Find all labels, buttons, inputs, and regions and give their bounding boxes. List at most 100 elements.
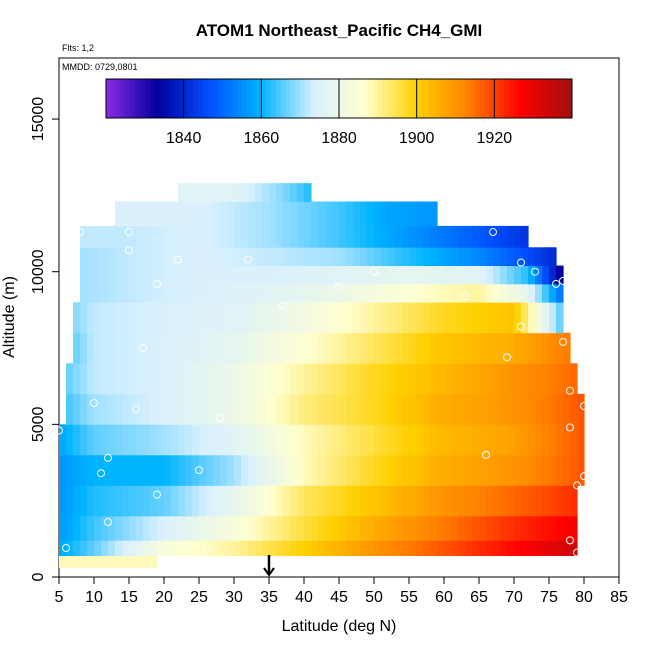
heatmap-cell xyxy=(500,247,508,266)
heatmap-cell xyxy=(444,302,452,334)
heatmap-cell xyxy=(318,393,326,425)
heatmap-cell xyxy=(94,332,102,364)
colorbar-segment xyxy=(217,79,223,118)
heatmap-cell xyxy=(416,424,424,456)
heatmap-cell xyxy=(164,201,172,227)
heatmap-cell xyxy=(122,302,130,334)
heatmap-cell xyxy=(500,424,508,456)
x-tick-label: 35 xyxy=(260,589,278,606)
heatmap-cell xyxy=(416,302,424,334)
colorbar-segment xyxy=(455,79,461,118)
heatmap-cell xyxy=(262,201,270,227)
heatmap-cell xyxy=(269,485,277,517)
heatmap-cell xyxy=(129,283,137,303)
heatmap-cell xyxy=(66,485,74,517)
heatmap-cell xyxy=(150,302,158,334)
heatmap-cell xyxy=(381,247,389,266)
heatmap-cell xyxy=(157,515,165,541)
heatmap-cell xyxy=(507,247,515,266)
heatmap-cell xyxy=(542,332,550,364)
heatmap-cell xyxy=(507,302,515,334)
colorbar-segment xyxy=(125,79,131,118)
colorbar-segment xyxy=(392,79,398,118)
heatmap-cell xyxy=(262,485,270,517)
heatmap-cell xyxy=(227,302,235,334)
sample-point xyxy=(580,472,588,481)
heatmap-cell xyxy=(80,485,88,517)
heatmap-cell xyxy=(353,515,361,541)
x-tick-label: 85 xyxy=(610,589,628,606)
heatmap-cell xyxy=(297,201,305,227)
heatmap-cell xyxy=(150,283,158,303)
heatmap-cell xyxy=(122,201,130,227)
heatmap-cell xyxy=(101,265,109,285)
colorbar-segment xyxy=(387,79,393,118)
sample-point xyxy=(566,536,574,545)
colorbar-segment xyxy=(130,79,136,118)
heatmap-cell xyxy=(493,393,501,425)
heatmap-cell xyxy=(304,485,312,517)
x-tick-label: 45 xyxy=(330,589,348,606)
heatmap-cell xyxy=(108,485,116,517)
heatmap-cell xyxy=(101,515,109,541)
colorbar: 1840 1860 1880 1900 1920 xyxy=(105,78,573,147)
heatmap-cell xyxy=(241,332,249,364)
heatmap-cell xyxy=(486,424,494,456)
heatmap-cell xyxy=(150,363,158,395)
colorbar-segment xyxy=(528,79,534,118)
sample-point xyxy=(104,453,112,462)
heatmap-cell xyxy=(87,302,95,334)
heatmap-cell xyxy=(227,515,235,541)
heatmap-cell xyxy=(458,225,466,248)
heatmap-cell xyxy=(318,201,326,227)
heatmap-cell xyxy=(290,515,298,541)
heatmap-cell xyxy=(570,485,578,517)
heatmap-cell xyxy=(164,283,172,303)
heatmap-cell xyxy=(115,247,123,266)
flights-annotation: Flts: 1,2 xyxy=(62,43,94,53)
heatmap-cell xyxy=(234,265,242,285)
heatmap-cell xyxy=(206,515,214,541)
heatmap-cell xyxy=(143,555,151,569)
heatmap-cell xyxy=(507,363,515,395)
heatmap-cell xyxy=(430,225,438,248)
heatmap-cell xyxy=(472,515,480,541)
heatmap-cell xyxy=(283,515,291,541)
heatmap-cell xyxy=(353,363,361,395)
heatmap-cell xyxy=(465,283,473,303)
x-axis-label: Latitude (deg N) xyxy=(282,618,397,635)
heatmap-cell xyxy=(535,424,543,456)
heatmap-cell xyxy=(178,283,186,303)
heatmap-cell xyxy=(276,485,284,517)
heatmap-cell xyxy=(297,454,305,486)
heatmap-cell xyxy=(535,363,543,395)
heatmap-cell xyxy=(213,540,221,557)
heatmap-cell xyxy=(549,540,557,557)
heatmap-cell xyxy=(479,515,487,541)
colorbar-segment xyxy=(246,79,253,118)
heatmap-cell xyxy=(199,363,207,395)
heatmap-cell xyxy=(206,393,214,425)
heatmap-cell xyxy=(143,363,151,395)
heatmap-cell xyxy=(444,454,452,486)
colorbar-segment xyxy=(377,79,384,118)
heatmap-cell xyxy=(276,332,284,364)
heatmap-cell xyxy=(395,363,403,395)
heatmap-cell xyxy=(388,201,396,227)
heatmap-cell xyxy=(332,302,340,334)
heatmap-cell xyxy=(66,454,74,486)
heatmap-cell xyxy=(479,247,487,266)
heatmap-cell xyxy=(164,540,172,557)
heatmap-cell xyxy=(199,393,207,425)
heatmap-cell xyxy=(493,302,501,334)
dates-annotation: MMDD: 0729,0801 xyxy=(62,62,138,72)
heatmap-cell xyxy=(276,393,284,425)
colorbar-segment xyxy=(280,79,287,118)
heatmap-cell xyxy=(360,265,368,285)
heatmap-cell xyxy=(409,515,417,541)
heatmap-cell xyxy=(542,393,550,425)
heatmap-cell xyxy=(374,363,382,395)
heatmap-cell xyxy=(276,424,284,456)
heatmap-cell xyxy=(73,302,81,334)
heatmap-cell xyxy=(465,515,473,541)
